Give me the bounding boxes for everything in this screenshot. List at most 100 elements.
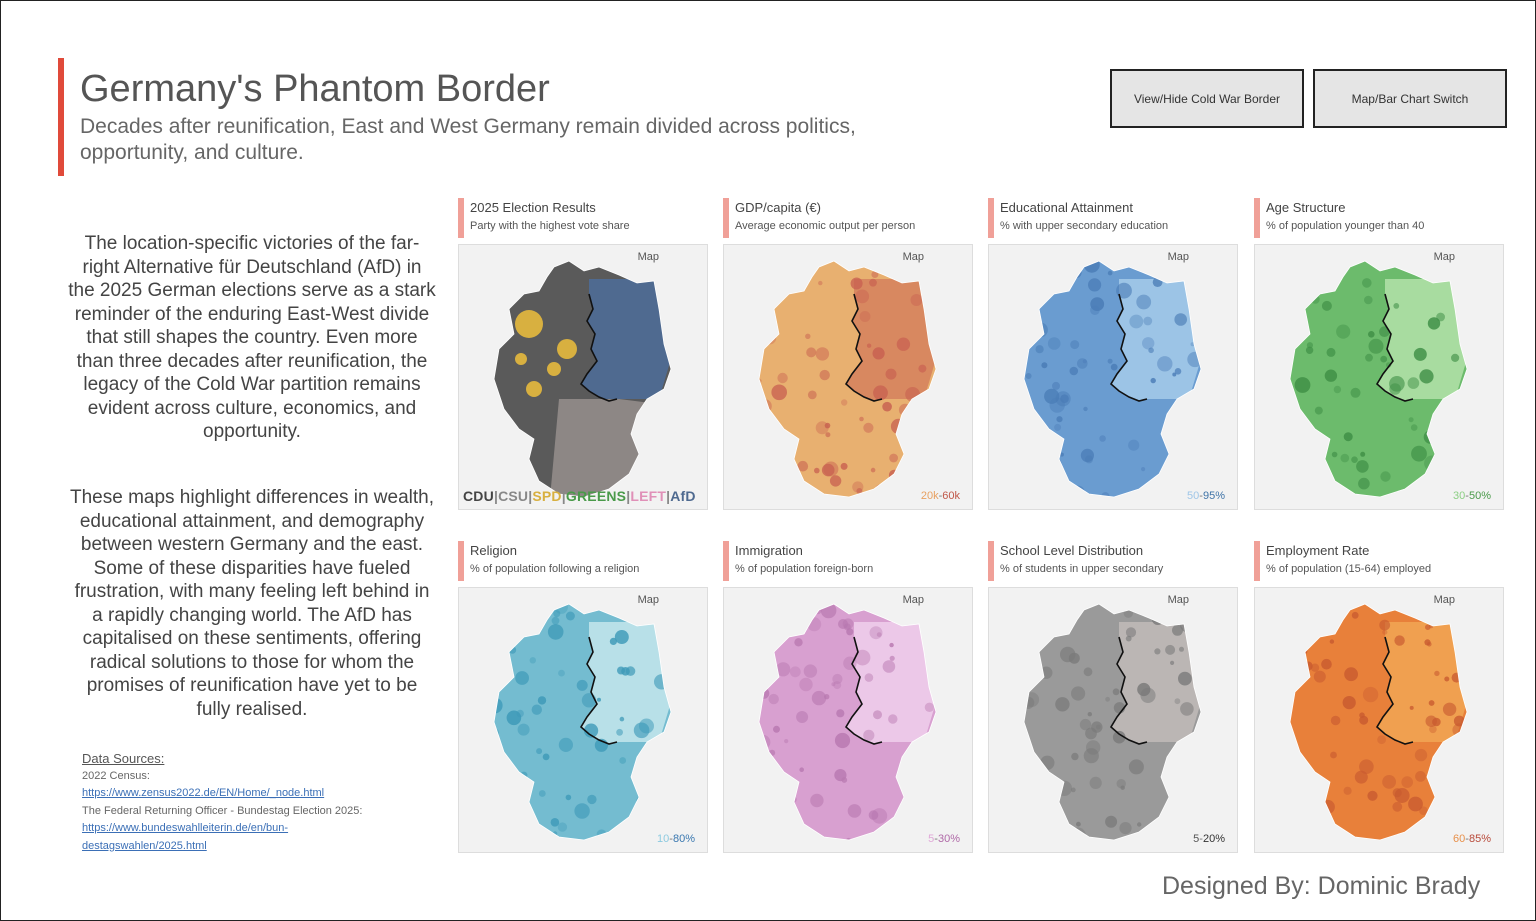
district-mark: [813, 605, 822, 615]
map-view[interactable]: Map 30-50%: [1254, 244, 1504, 510]
district-mark: [1174, 368, 1182, 375]
district-mark: [1358, 477, 1370, 490]
district-mark: [864, 673, 874, 682]
election-link-part-1[interactable]: https://www.bundeswahlleiterin.de/en/bun…: [82, 822, 289, 834]
district-mark: [799, 677, 813, 692]
district-mark: [1036, 822, 1046, 832]
district-mark: [1419, 369, 1434, 384]
census-link[interactable]: https://www.zensus2022.de/EN/Home/_node.…: [82, 787, 325, 799]
district-mark: [1188, 607, 1195, 614]
legend-separator: |: [666, 488, 671, 504]
district-mark: [910, 294, 923, 306]
district-mark: [1044, 388, 1060, 404]
range-dash: -: [669, 833, 673, 845]
district-mark: [1323, 489, 1329, 494]
district-mark: [1436, 312, 1445, 322]
district-mark: [925, 772, 931, 779]
district-mark: [1304, 444, 1319, 459]
map-view[interactable]: Map 20k-60k: [723, 244, 973, 510]
district-mark: [882, 660, 896, 673]
district-mark: [619, 716, 625, 722]
district-mark: [1447, 405, 1458, 416]
map-view[interactable]: Map 50-95%: [988, 244, 1238, 510]
district-mark: [1184, 275, 1192, 282]
district-mark: [810, 793, 824, 808]
map-view[interactable]: Map 5-20%: [988, 587, 1238, 853]
cold-war-border-line: [1109, 293, 1148, 402]
panel-header: Religion % of population following a reli…: [458, 541, 710, 581]
district-mark: [1439, 445, 1455, 462]
district-mark: [1187, 351, 1201, 368]
district-mark: [494, 762, 500, 771]
district-mark: [1302, 419, 1309, 426]
district-mark: [1077, 358, 1088, 369]
color-range-label: 20k-60k: [921, 490, 960, 502]
title-accent-bar: [58, 58, 64, 176]
story-paragraph-2: These maps highlight differences in weal…: [69, 487, 435, 720]
district-mark: [1137, 682, 1151, 697]
district-mark: [1351, 456, 1358, 463]
panel-subtitle: % of population foreign-born: [735, 563, 874, 575]
district-mark: [1367, 790, 1378, 801]
district-mark: [841, 399, 848, 406]
map-bar-switch-button[interactable]: Map/Bar Chart Switch: [1313, 69, 1507, 128]
district-mark: [1161, 478, 1176, 493]
panel-header: Educational Attainment % with upper secon…: [988, 198, 1240, 238]
district-mark: [803, 664, 818, 678]
color-range-label: 50-95%: [1187, 490, 1225, 502]
district-mark: [806, 490, 814, 497]
map-view[interactable]: Map CDU|CSU|SPD|GREENS|LEFT|AfD: [458, 244, 708, 510]
panel-subtitle: % with upper secondary education: [1000, 220, 1169, 232]
district-mark: [1290, 773, 1294, 786]
district-mark: [1333, 385, 1342, 394]
district-mark: [759, 261, 766, 272]
cold-war-border-line: [1375, 636, 1414, 745]
district-mark: [815, 347, 830, 361]
east-region: [1377, 279, 1467, 401]
afd-region: [581, 279, 671, 401]
range-high: 85%: [1468, 833, 1491, 845]
party-legend: CDU|CSU|SPD|GREENS|LEFT|AfD: [463, 488, 696, 504]
district-mark: [584, 723, 599, 738]
map-view[interactable]: Map 60-85%: [1254, 587, 1504, 853]
district-mark: [1303, 465, 1313, 475]
germany-map: [1023, 603, 1202, 841]
district-mark: [1142, 337, 1155, 350]
toggle-border-button[interactable]: View/Hide Cold War Border: [1110, 69, 1304, 128]
district-mark: [1099, 435, 1106, 442]
district-mark: [1071, 752, 1079, 761]
district-mark: [1087, 712, 1092, 717]
district-mark: [1343, 786, 1352, 795]
country-outline: [758, 260, 937, 498]
district-mark: [783, 437, 790, 444]
election-link-part-2[interactable]: destagswahlen/2025.html: [82, 839, 207, 852]
district-mark: [1055, 697, 1070, 712]
district-mark: [854, 649, 871, 666]
district-mark: [1306, 776, 1314, 785]
panel-header: 2025 Election Results Party with the high…: [458, 198, 710, 238]
germany-map: [493, 603, 672, 841]
germany-map: [493, 260, 672, 498]
district-mark: [1047, 337, 1061, 350]
district-mark: [873, 710, 882, 720]
country-outline: [1023, 260, 1202, 498]
district-mark: [1089, 776, 1102, 789]
district-mark: [1411, 445, 1427, 462]
district-mark: [1095, 724, 1101, 730]
district-mark: [889, 655, 895, 661]
census-label: 2022 Census:: [82, 769, 150, 782]
district-mark: [897, 475, 905, 483]
district-mark: [494, 697, 503, 714]
map-view[interactable]: Map 10-80%: [458, 587, 708, 853]
district-mark: [869, 278, 877, 287]
district-mark: [1401, 776, 1413, 788]
map-view[interactable]: Map 5-30%: [723, 587, 973, 853]
legend-greens: GREENS: [565, 488, 627, 504]
district-mark: [1444, 676, 1450, 682]
district-mark: [1340, 453, 1350, 463]
district-mark: [761, 318, 770, 328]
district-mark: [1129, 314, 1144, 329]
district-mark: [506, 710, 522, 726]
district-mark: [764, 821, 779, 836]
district-mark: [789, 666, 801, 678]
